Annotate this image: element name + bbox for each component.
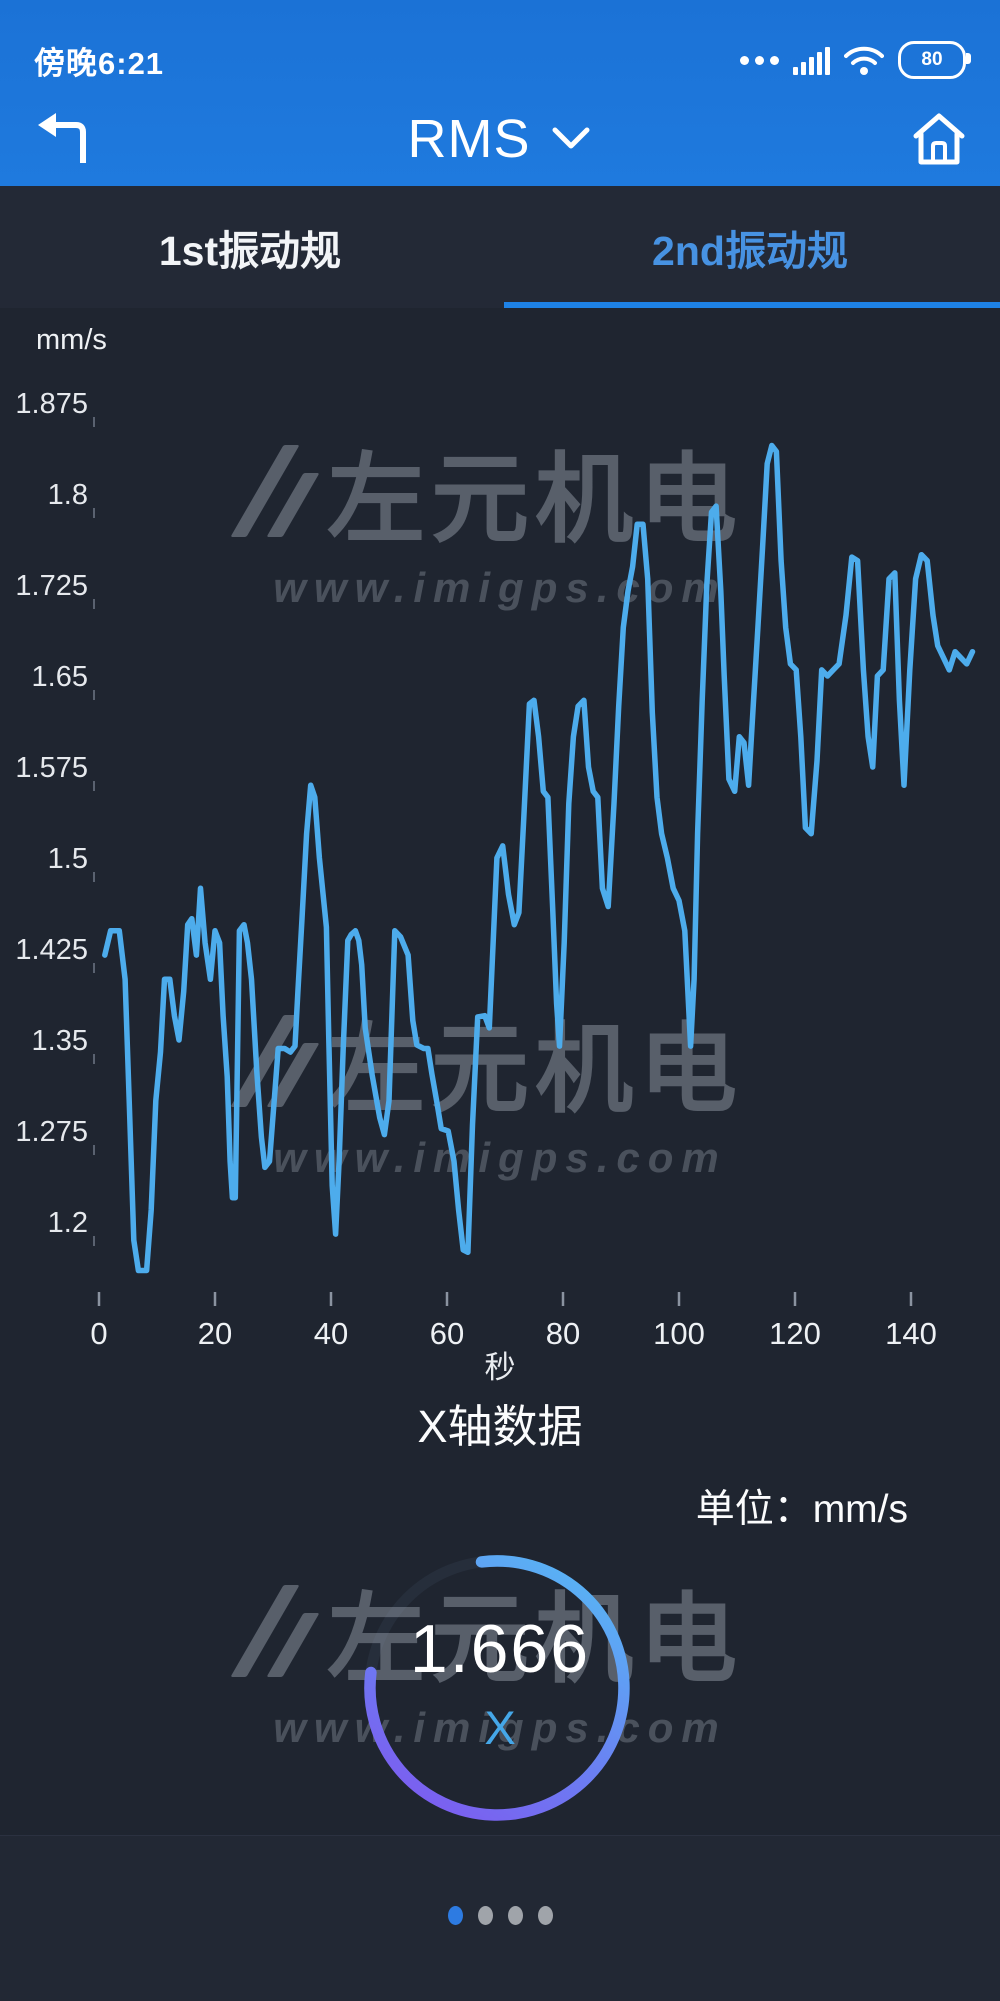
x-tick-label: 40	[314, 1316, 348, 1351]
data-series-line	[102, 442, 976, 1274]
tab-2nd-sensor[interactable]: 2nd振动规	[500, 186, 1000, 308]
x-tick-label: 140	[885, 1316, 937, 1351]
wifi-icon	[844, 44, 884, 76]
y-tick-label: 1.2	[48, 1207, 88, 1239]
battery-percent: 80	[921, 49, 943, 70]
y-tick-label: 1.35	[32, 1025, 88, 1057]
y-tick-label: 1.275	[15, 1116, 88, 1148]
x-tick-label: 80	[546, 1316, 580, 1351]
x-tick-label: 0	[90, 1316, 107, 1351]
back-arrow-icon	[38, 113, 86, 163]
status-bar: 傍晚6:21 80	[0, 30, 1000, 90]
battery-icon: 80	[898, 41, 971, 79]
x-axis-unit-label: 秒	[484, 1350, 516, 1385]
vibration-line-chart[interactable]: 1.875 1.8 1.725 1.65 1.575 1.5 1.425 1.35 1.275 1…	[0, 360, 1000, 1380]
y-tick-label: 1.875	[15, 388, 88, 420]
tab-1st-sensor[interactable]: 1st振动规	[158, 228, 342, 274]
gauge-arc	[364, 1555, 630, 1821]
home-button[interactable]	[908, 108, 970, 170]
y-tick-label: 1.8	[48, 479, 88, 511]
main-content: mm/s 左元机电 www.imigps.com 左元机电 www.imigps…	[0, 308, 1000, 2001]
y-tick-label: 1.575	[15, 752, 88, 784]
chart-title: X轴数据	[417, 1401, 583, 1452]
y-tick-label: 1.5	[48, 843, 88, 875]
back-button[interactable]	[30, 108, 92, 170]
axis-value-gauge	[364, 1555, 630, 1821]
x-tick-label: 60	[430, 1316, 464, 1351]
sensor-tab-bar: 1st振动规 2nd振动规	[0, 186, 1000, 308]
bottom-panel	[0, 1835, 1000, 2001]
x-tick-label: 120	[769, 1316, 821, 1351]
page-dot[interactable]	[507, 1906, 523, 1925]
page-title-group[interactable]: RMS	[0, 92, 1000, 186]
gauge-axis-label: X	[484, 1701, 516, 1754]
page-indicator	[0, 1906, 1000, 1925]
page-dot[interactable]	[447, 1906, 463, 1925]
home-icon	[913, 113, 965, 165]
signal-strength-icon	[793, 45, 830, 75]
chevron-down-icon	[552, 127, 589, 149]
notification-dots-icon	[740, 55, 779, 65]
nav-bar: RMS	[0, 92, 1000, 186]
y-axis-unit-label: mm/s	[36, 324, 107, 356]
page-dot[interactable]	[477, 1906, 493, 1925]
status-time: 傍晚6:21	[34, 45, 165, 81]
y-tick-label: 1.65	[32, 661, 88, 693]
y-tick-label: 1.725	[15, 570, 88, 602]
page-dot[interactable]	[537, 1906, 553, 1925]
app-header-area: 傍晚6:21 80 RMS	[0, 0, 1000, 186]
gauge-unit-label: 单位：mm/s	[695, 1488, 908, 1531]
x-tick-label: 100	[653, 1316, 705, 1351]
x-tick-label: 20	[198, 1316, 232, 1351]
page-title: RMS	[407, 109, 531, 169]
gauge-value: 1.666	[409, 1611, 591, 1687]
y-tick-label: 1.425	[15, 934, 88, 966]
